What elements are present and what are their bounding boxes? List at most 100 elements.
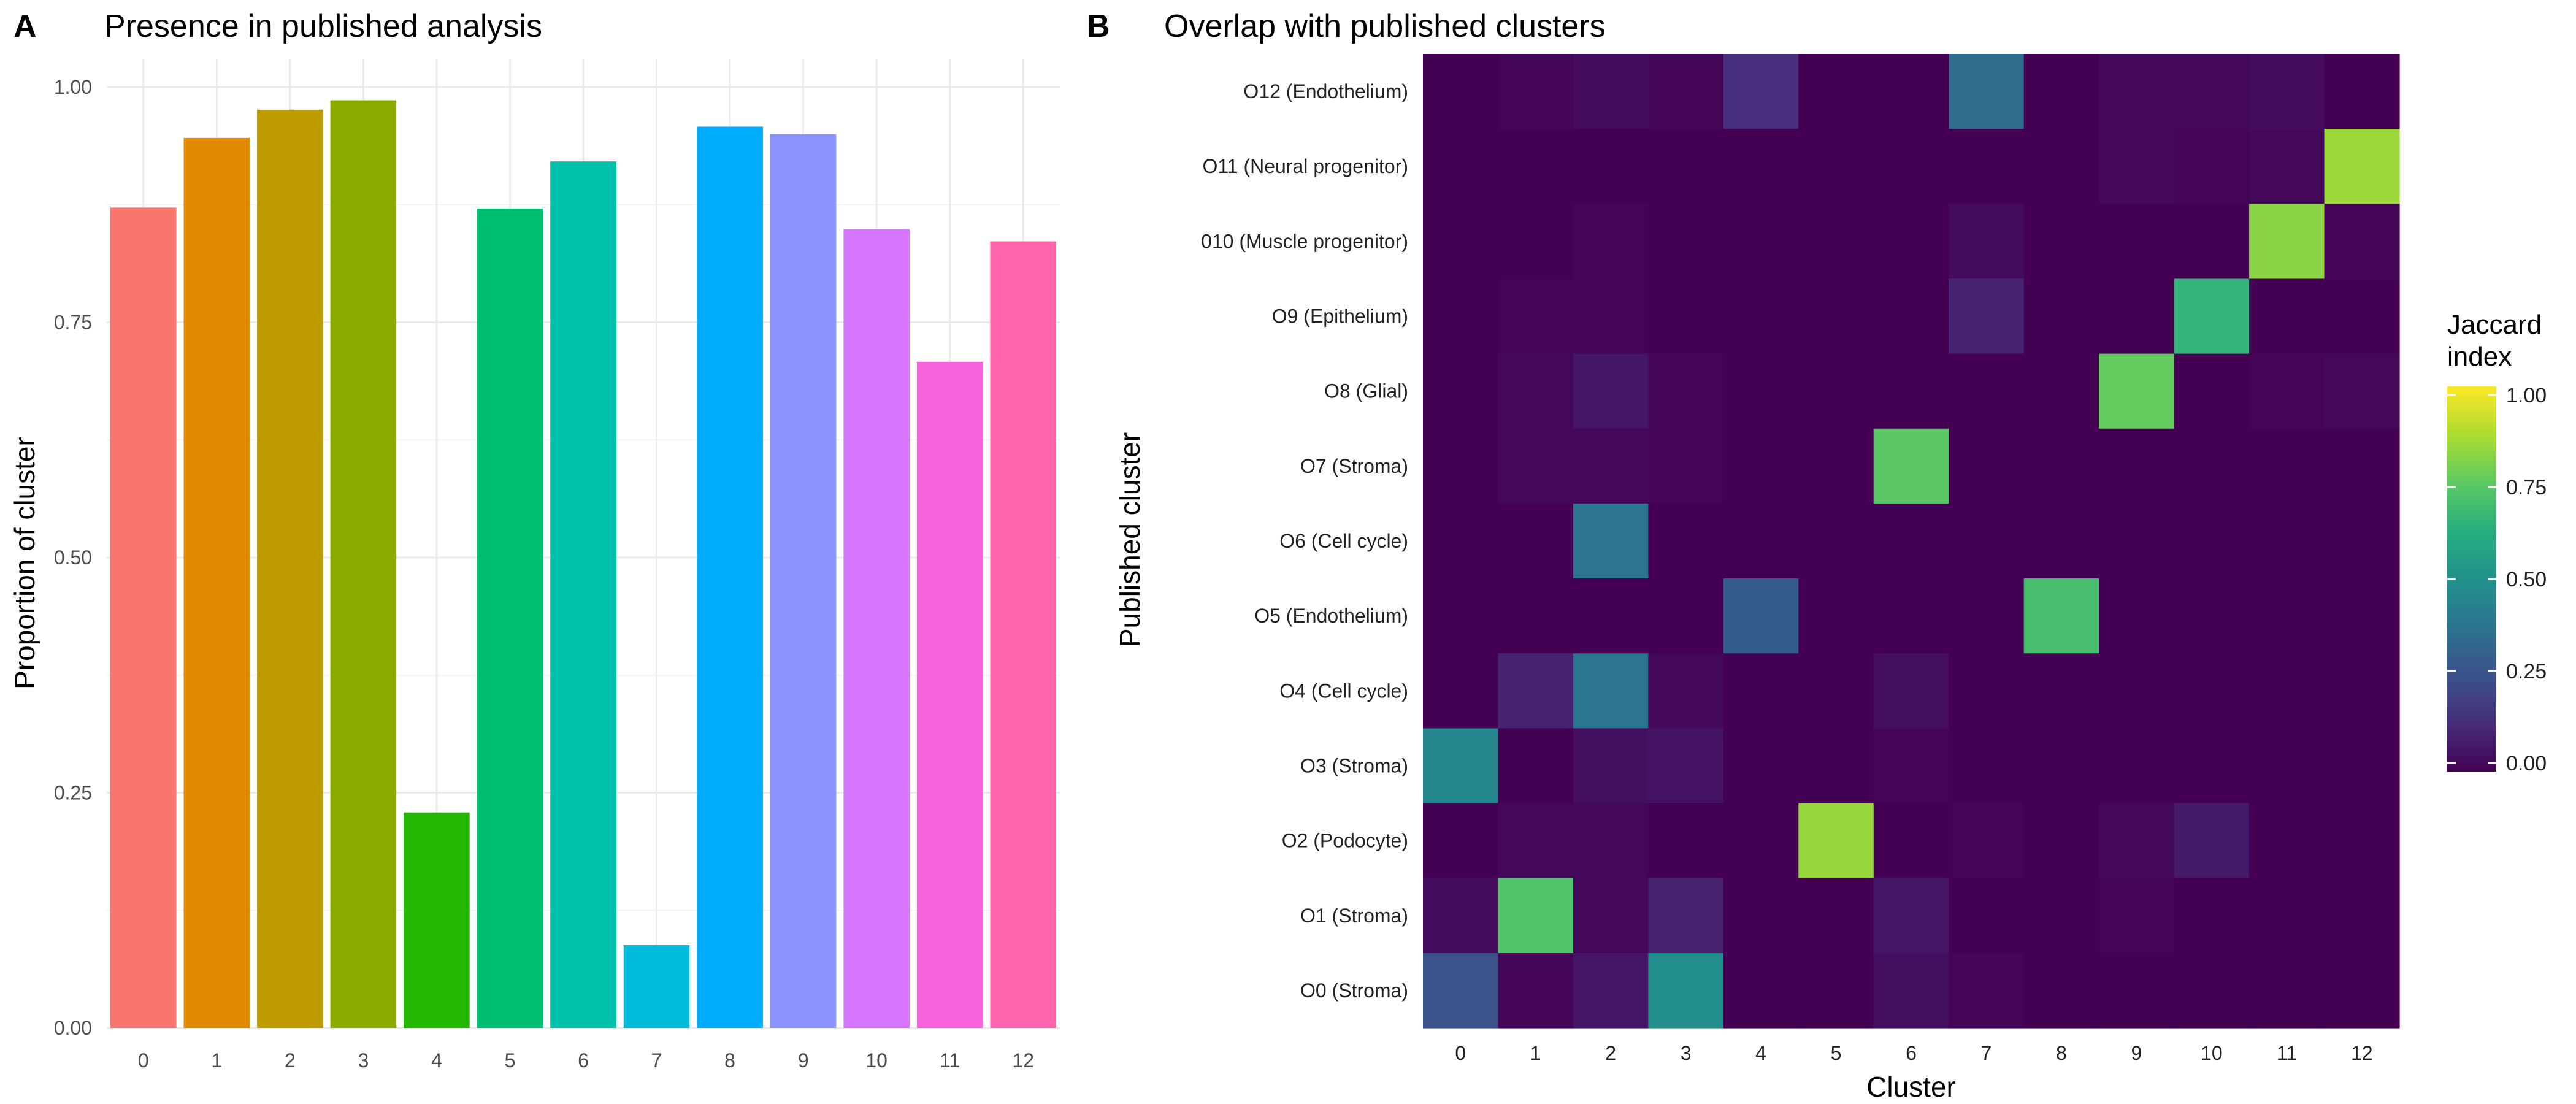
heatmap-cell xyxy=(1423,353,1499,429)
heatmap-cell xyxy=(2023,803,2099,879)
heatmap-cell xyxy=(2099,278,2175,355)
heatmap-cell xyxy=(1423,578,1499,654)
bar-y-tick-label: 1.00 xyxy=(54,76,92,98)
heatmap-cell xyxy=(1573,953,1649,1029)
heatmap-cell xyxy=(2023,503,2099,579)
bar-cluster-12 xyxy=(990,241,1057,1028)
heatmap-cell xyxy=(1423,503,1499,579)
panel-a-title: Presence in published analysis xyxy=(104,9,542,44)
heatmap-cell xyxy=(2324,878,2400,954)
heatmap-cell xyxy=(2324,428,2400,504)
heatmap-cell xyxy=(1873,204,1949,280)
heatmap-cell xyxy=(1648,278,1724,355)
heatmap-cell xyxy=(2249,428,2325,504)
heatmap-x-tick-label: 0 xyxy=(1455,1042,1466,1064)
bar-y-tick-label: 0.50 xyxy=(54,546,92,569)
heatmap-cell xyxy=(1573,204,1649,280)
heatmap-cell xyxy=(1648,803,1724,879)
heatmap-cell xyxy=(1723,54,1799,129)
heatmap-x-tick-label: 12 xyxy=(2351,1042,2373,1064)
colorbar-legend: Jaccard index 0.00 0.25 0.50 0.75 1.00 xyxy=(2447,310,2547,775)
heatmap-cell xyxy=(1873,278,1949,355)
heatmap-cell xyxy=(2099,54,2175,129)
legend-title-line2: index xyxy=(2447,342,2512,372)
heatmap-cell xyxy=(2023,54,2099,129)
heatmap-cell xyxy=(2249,578,2325,654)
bar-x-tick-label: 1 xyxy=(211,1049,222,1071)
heatmap-x-axis: 0 1 2 3 4 5 6 7 8 9 10 11 12 xyxy=(1455,1042,2372,1064)
heatmap-cell xyxy=(2099,129,2175,204)
bar-y-tick-label: 0.25 xyxy=(54,782,92,804)
panel-b-letter: B xyxy=(1087,9,1110,44)
heatmap-cell xyxy=(2324,278,2400,355)
heatmap-cell xyxy=(1573,503,1649,579)
heatmap-cell xyxy=(1423,129,1499,204)
heatmap-cell xyxy=(1949,503,2025,579)
heatmap-y-tick-label: O11 (Neural progenitor) xyxy=(1202,155,1408,177)
heatmap-cell xyxy=(1498,803,1574,879)
heatmap-cell xyxy=(1498,953,1574,1029)
heatmap-cell xyxy=(2249,503,2325,579)
heatmap-cell xyxy=(1798,803,1874,879)
heatmap-x-tick-label: 2 xyxy=(1605,1042,1616,1064)
heatmap-cell xyxy=(1648,428,1724,504)
heatmap-cell xyxy=(1798,353,1874,429)
heatmap-cell xyxy=(2249,129,2325,204)
bar-x-tick-label: 8 xyxy=(724,1049,735,1071)
heatmap-cell xyxy=(1423,803,1499,879)
heatmap-y-tick-label: O5 (Endothelium) xyxy=(1254,605,1408,627)
heatmap-cell xyxy=(1648,953,1724,1029)
heatmap-cell xyxy=(2174,54,2250,129)
heatmap-y-tick-label: O2 (Podocyte) xyxy=(1282,830,1408,852)
heatmap-cell xyxy=(2099,503,2175,579)
heatmap-x-tick-label: 8 xyxy=(2056,1042,2067,1064)
heatmap-cell xyxy=(2174,129,2250,204)
heatmap-cell xyxy=(1573,578,1649,654)
heatmap-x-tick-label: 7 xyxy=(1981,1042,1992,1064)
bar-x-tick-label: 7 xyxy=(651,1049,662,1071)
heatmap-cell xyxy=(1949,129,2025,204)
bar-cluster-5 xyxy=(477,208,543,1028)
panel-a-letter: A xyxy=(13,9,37,44)
heatmap-y-tick-label: O3 (Stroma) xyxy=(1300,754,1408,776)
heatmap-cell xyxy=(1423,54,1499,129)
heatmap-cell xyxy=(1949,353,2025,429)
bar-x-tick-label: 4 xyxy=(431,1049,442,1071)
heatmap-cell xyxy=(2099,728,2175,804)
heatmap-cell xyxy=(1648,653,1724,729)
heatmap-cell xyxy=(2249,878,2325,954)
heatmap-y-tick-label: O0 (Stroma) xyxy=(1300,979,1408,1002)
heatmap-cell xyxy=(1723,728,1799,804)
heatmap-cell xyxy=(1723,578,1799,654)
bar-x-tick-label: 11 xyxy=(940,1049,960,1071)
bar-cluster-8 xyxy=(697,126,763,1028)
heatmap-cell xyxy=(1573,428,1649,504)
heatmap-cell xyxy=(1798,129,1874,204)
bar-cluster-0 xyxy=(110,207,177,1029)
heatmap-cell xyxy=(1648,353,1724,429)
heatmap-cell xyxy=(2324,129,2400,204)
heatmap-cell xyxy=(2249,728,2325,804)
heatmap-cell xyxy=(2174,728,2250,804)
heatmap-cell xyxy=(2249,204,2325,280)
heatmap-cell xyxy=(1873,728,1949,804)
heatmap-cell xyxy=(1873,54,1949,129)
heatmap-cell xyxy=(1573,878,1649,954)
panel-b: B Overlap with published clusters Publis… xyxy=(1087,9,2547,1103)
colorbar-tick-label: 0.50 xyxy=(2506,568,2547,591)
heatmap-cell xyxy=(1648,204,1724,280)
heatmap-cell xyxy=(1573,803,1649,879)
bar-x-tick-label: 0 xyxy=(138,1049,149,1071)
heatmap-cell xyxy=(2023,578,2099,654)
bar-cluster-7 xyxy=(623,945,690,1028)
heatmap-cell xyxy=(2023,953,2099,1029)
heatmap-cell xyxy=(1873,953,1949,1029)
heatmap-cell xyxy=(1498,204,1574,280)
bar-y-axis-title: Proportion of cluster xyxy=(9,437,40,689)
heatmap-cell xyxy=(2099,653,2175,729)
heatmap-cell xyxy=(1873,878,1949,954)
heatmap-cell xyxy=(1498,129,1574,204)
heatmap-cell xyxy=(1723,503,1799,579)
heatmap-cell xyxy=(2249,953,2325,1029)
heatmap-cell xyxy=(1723,278,1799,355)
